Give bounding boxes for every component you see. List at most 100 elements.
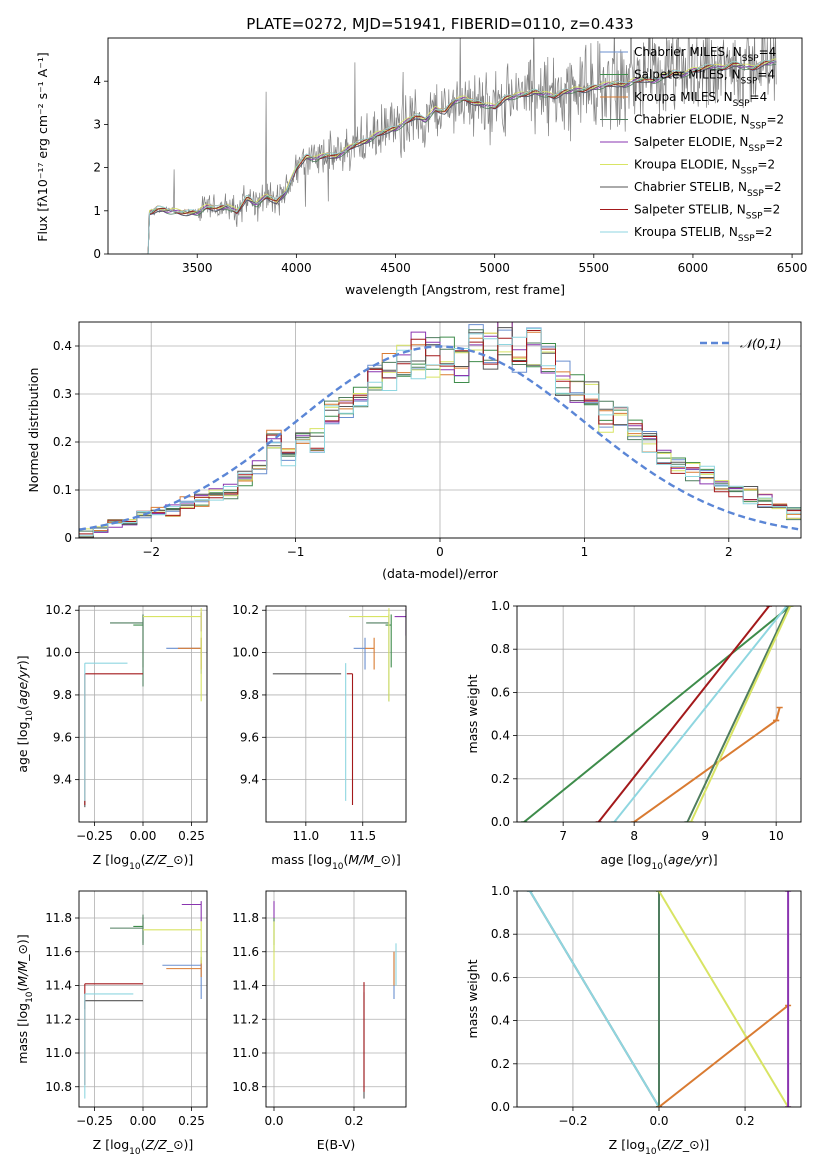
x-tick-label: 5500 [579, 261, 610, 275]
y-tick-label: 9.8 [53, 688, 72, 702]
residual-plot-area [79, 322, 801, 538]
y-tick-label: 10.0 [45, 646, 72, 660]
y-tick-label: 11.8 [45, 911, 72, 925]
weight_vs_age-plot-area [521, 606, 794, 822]
weight-line [690, 606, 792, 822]
error-point-kroupa-elodie [143, 921, 202, 964]
x-tick-label: 9 [701, 829, 709, 843]
y-axis-label: age [log10(age/yr)] [15, 655, 35, 772]
x-tick-label: −2 [142, 545, 160, 559]
y-tick-label: 3 [93, 117, 101, 131]
weight-line-salpeter-miles [521, 606, 794, 822]
y-tick-label: 0.1 [53, 483, 72, 497]
x-axis-label: E(B-V) [317, 1137, 356, 1152]
x-tick-label: 6000 [678, 261, 709, 275]
y-tick-label: 0.4 [491, 729, 510, 743]
y-tick-label: 0.8 [491, 927, 510, 941]
axes-weight_vs_Z: −0.2 0.0 0.2 0.0 0.2 0.4 0.6 0.8 1.0 Z [log10(Z/Z… [465, 884, 802, 1157]
y-tick-label: 11.6 [45, 945, 72, 959]
y-tick-label: 11.6 [232, 945, 259, 959]
normal-reference-curve [79, 345, 799, 531]
x-axis-label: (data-model)/error [382, 566, 499, 581]
x-tick-label: 6500 [777, 261, 808, 275]
x-tick-label: 0.25 [178, 829, 205, 843]
y-tick-label: 0.3 [53, 387, 72, 401]
mass_vs_Z-plot-area [84, 901, 202, 1099]
axes-frame [265, 890, 407, 1108]
legend-label: Chabrier ELODIE, NSSP=2 [634, 113, 784, 132]
y-tick-label: 9.6 [53, 730, 72, 744]
y-tick-label: 10.2 [232, 603, 259, 617]
x-tick-label: 0 [436, 545, 444, 559]
y-tick-label: 0.8 [491, 642, 510, 656]
weight-line [597, 606, 770, 822]
y-axis-label: mass weight [465, 674, 480, 753]
x-tick-label: 0.25 [178, 1114, 205, 1128]
weight_vs_Z-plot-area [526, 891, 792, 1107]
weight-line [613, 606, 788, 822]
y-tick-label: 2 [93, 161, 101, 175]
axes-frame [516, 890, 802, 1108]
y-tick-label: 0.4 [53, 339, 72, 353]
weight-line-kroupa-stelib [611, 606, 790, 822]
x-axis-label: Z [log10(Z/Z_⊙)] [93, 1137, 194, 1157]
y-axis-label: Flux [fλ10⁻¹⁷ erg cm⁻² s⁻¹ A⁻¹] [35, 52, 50, 241]
model-spectrum-kroupa-stelib [141, 60, 777, 254]
plot-layer: 3500 4000 4500 5000 5500 6000 6500 0 1 2 3 4 wavelen… [15, 37, 808, 1157]
axes-frame [78, 605, 208, 823]
x-tick-label: −0.25 [76, 1114, 113, 1128]
weight-line-kroupa-elodie [656, 891, 792, 1107]
weight-line-kroupa-elodie [687, 606, 794, 822]
y-tick-label: 11.4 [232, 979, 259, 993]
x-tick-label: 7 [559, 829, 567, 843]
weight-line [658, 891, 789, 1107]
y-tick-label: 1 [93, 204, 101, 218]
weight-line [686, 606, 790, 822]
figure-title: PLATE=0272, MJD=51941, FIBERID=0110, z=0… [246, 15, 633, 33]
axes-frame [107, 37, 803, 255]
weight-line [633, 719, 777, 822]
axes-mass_vs_ebv: 0.0 0.2 10.8 11.0 11.2 11.4 11.6 11.8 E(B-V) [232, 890, 407, 1152]
y-tick-label: 10.8 [232, 1080, 259, 1094]
axes-age_vs_Z: −0.25 0.00 0.25 9.4 9.6 9.8 10.0 10.2 Z [log10(Z… [15, 603, 208, 872]
x-tick-label: −0.25 [76, 829, 113, 843]
error-point-kroupa-miles [365, 637, 375, 670]
y-tick-label: 4 [93, 74, 101, 88]
weight-line-kroupa-stelib [526, 891, 662, 1107]
x-axis-label: mass [log10(M/M_⊙)] [271, 852, 400, 872]
x-tick-label: 0.0 [264, 1114, 283, 1128]
axes-frame [78, 321, 802, 539]
axes-weight_vs_age: 7 8 9 10 0.0 0.2 0.4 0.6 0.8 1.0 age [log10(age/yr… [465, 599, 802, 872]
error-point-salpeter-miles [385, 614, 392, 668]
x-tick-label: 0.00 [130, 1114, 157, 1128]
x-tick-label: 1 [581, 545, 589, 559]
x-tick-label: 8 [630, 829, 638, 843]
axes-frame [516, 605, 802, 823]
legend-label: Salpeter MILES, NSSP=4 [634, 68, 775, 87]
x-tick-label: 0.2 [344, 1114, 363, 1128]
y-tick-label: 11.0 [45, 1046, 72, 1060]
y-tick-label: 10.0 [232, 646, 259, 660]
y-tick-label: 11.2 [45, 1012, 72, 1026]
error-point-kroupa-elodie [143, 608, 202, 702]
axes-spectrum: 3500 4000 4500 5000 5500 6000 6500 0 1 2 3 4 wavelen… [35, 37, 808, 297]
y-tick-label: 11.0 [232, 1046, 259, 1060]
x-axis-label: Z [log10(Z/Z_⊙)] [93, 852, 194, 872]
y-tick-label: 10.2 [45, 603, 72, 617]
axes-mass_vs_Z: −0.25 0.00 0.25 10.8 11.0 11.2 11.4 11.6 11.8 Z [… [15, 890, 208, 1157]
weight-line-chabrier-elodie [656, 891, 662, 1107]
y-tick-label: 11.8 [232, 911, 259, 925]
x-tick-label: 2 [725, 545, 733, 559]
y-tick-label: 1.0 [491, 884, 510, 898]
error-point-kroupa-elodie [349, 608, 390, 702]
legend: Chabrier MILES, NSSP=4 Salpeter MILES, NS… [600, 45, 784, 244]
x-tick-label: 5000 [479, 261, 510, 275]
y-tick-label: 0.2 [53, 435, 72, 449]
legend-label: Kroupa STELIB, NSSP=2 [634, 225, 772, 244]
y-axis-label: mass [log10(M/M_⊙)] [15, 934, 35, 1063]
mass_vs_ebv-plot-area [273, 901, 397, 1099]
x-tick-label: 0.00 [130, 829, 157, 843]
error-point-salpeter-elodie [181, 901, 202, 922]
weight-line-salpeter-stelib [595, 606, 773, 822]
